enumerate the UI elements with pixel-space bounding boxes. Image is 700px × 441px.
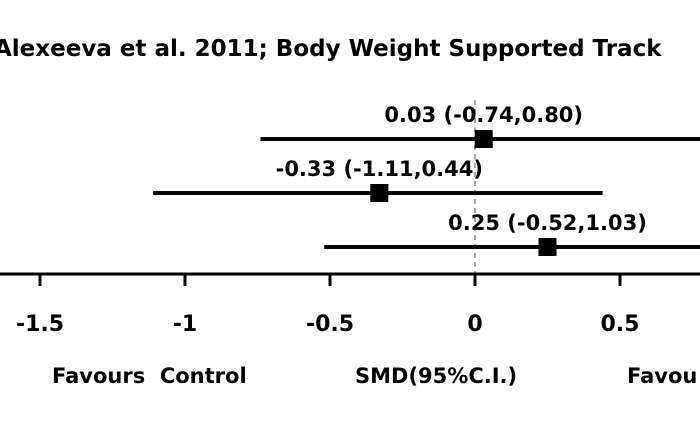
point-estimate-marker [370, 184, 389, 202]
forest-row: -0.33 (-1.11,0.44) [153, 157, 603, 202]
x-tick-label: 0 [467, 312, 482, 337]
point-estimate-marker [538, 238, 557, 256]
x-axis-label: SMD(95%C.I.) [355, 364, 517, 388]
forest-row: 0.25 (-0.52,1.03) [324, 211, 700, 256]
point-estimate-marker [474, 130, 493, 148]
forest-row: 0.03 (-0.74,0.80) [260, 103, 700, 148]
x-tick-label: 0.5 [601, 312, 640, 337]
chart-title: Alexeeva et al. 2011; Body Weight Suppor… [0, 36, 662, 62]
estimate-label: 0.03 (-0.74,0.80) [384, 103, 583, 127]
x-tick-label: -1.5 [16, 312, 64, 337]
favours-control-label: Favours Control [52, 364, 247, 388]
x-tick-label: -1 [173, 312, 197, 337]
favours-right-label: Favou [627, 364, 697, 388]
x-tick-label: -0.5 [306, 312, 354, 337]
estimate-label: -0.33 (-1.11,0.44) [276, 157, 483, 181]
estimate-label: 0.25 (-0.52,1.03) [448, 211, 647, 235]
